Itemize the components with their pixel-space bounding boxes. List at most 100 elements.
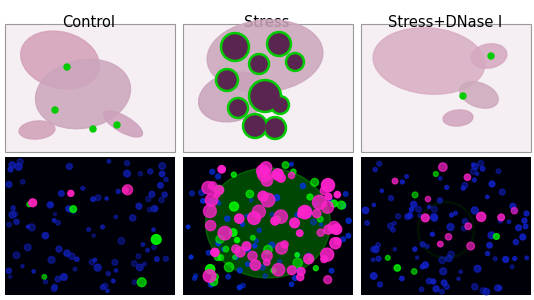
- Circle shape: [260, 162, 272, 174]
- Circle shape: [428, 206, 430, 208]
- Circle shape: [331, 224, 342, 234]
- Circle shape: [346, 218, 351, 224]
- Circle shape: [53, 212, 57, 216]
- Circle shape: [233, 255, 237, 260]
- Circle shape: [7, 222, 11, 227]
- Circle shape: [92, 234, 95, 237]
- Circle shape: [393, 248, 396, 251]
- Circle shape: [203, 205, 216, 218]
- Circle shape: [56, 246, 62, 252]
- Circle shape: [325, 193, 332, 200]
- Circle shape: [341, 237, 345, 242]
- Circle shape: [264, 245, 272, 254]
- Circle shape: [225, 216, 230, 221]
- Circle shape: [321, 201, 334, 213]
- Circle shape: [299, 206, 311, 219]
- Circle shape: [214, 254, 221, 260]
- Ellipse shape: [443, 110, 473, 126]
- Circle shape: [459, 270, 462, 273]
- Circle shape: [295, 212, 300, 217]
- Circle shape: [206, 220, 216, 231]
- Circle shape: [524, 211, 529, 216]
- Circle shape: [472, 164, 478, 169]
- Circle shape: [476, 172, 479, 176]
- Ellipse shape: [21, 31, 99, 89]
- Circle shape: [124, 170, 130, 177]
- Circle shape: [462, 219, 468, 224]
- Circle shape: [380, 189, 383, 192]
- Circle shape: [241, 284, 245, 288]
- Circle shape: [51, 286, 57, 292]
- Circle shape: [493, 257, 497, 261]
- Circle shape: [232, 245, 240, 253]
- Circle shape: [221, 32, 249, 62]
- Circle shape: [507, 220, 511, 224]
- Circle shape: [131, 261, 137, 266]
- Circle shape: [295, 253, 299, 257]
- Circle shape: [431, 206, 437, 212]
- Circle shape: [223, 35, 247, 59]
- Circle shape: [13, 252, 20, 259]
- Circle shape: [218, 226, 232, 240]
- Bar: [361, 157, 531, 295]
- Circle shape: [408, 213, 413, 218]
- Circle shape: [216, 68, 239, 92]
- Circle shape: [478, 160, 484, 166]
- Circle shape: [89, 259, 95, 265]
- Circle shape: [250, 260, 261, 270]
- Circle shape: [103, 283, 108, 289]
- Circle shape: [272, 263, 285, 276]
- Circle shape: [245, 116, 265, 136]
- Circle shape: [465, 223, 472, 230]
- Circle shape: [311, 219, 316, 225]
- Circle shape: [502, 256, 508, 262]
- Circle shape: [107, 160, 111, 163]
- Circle shape: [159, 171, 165, 177]
- Circle shape: [137, 264, 143, 271]
- Circle shape: [372, 258, 375, 262]
- Circle shape: [147, 208, 152, 212]
- Circle shape: [48, 202, 52, 207]
- Circle shape: [106, 272, 111, 276]
- Circle shape: [418, 214, 421, 217]
- Circle shape: [48, 256, 55, 263]
- Circle shape: [392, 178, 398, 184]
- Circle shape: [289, 282, 294, 286]
- Circle shape: [209, 182, 217, 190]
- Circle shape: [321, 179, 334, 192]
- Circle shape: [415, 256, 419, 259]
- Circle shape: [201, 199, 205, 203]
- Circle shape: [136, 254, 141, 259]
- Circle shape: [288, 172, 295, 178]
- Circle shape: [320, 187, 328, 195]
- Circle shape: [342, 205, 345, 208]
- Circle shape: [28, 224, 35, 231]
- Circle shape: [52, 284, 58, 290]
- Circle shape: [224, 262, 234, 272]
- Circle shape: [520, 234, 526, 240]
- Circle shape: [253, 205, 265, 218]
- Circle shape: [203, 270, 216, 282]
- Circle shape: [281, 241, 288, 248]
- Circle shape: [321, 248, 334, 261]
- Circle shape: [261, 175, 272, 186]
- Circle shape: [488, 53, 494, 59]
- Circle shape: [457, 277, 460, 280]
- Circle shape: [411, 269, 417, 274]
- Circle shape: [159, 163, 166, 169]
- Circle shape: [499, 189, 505, 195]
- Circle shape: [235, 247, 245, 257]
- Circle shape: [114, 269, 117, 272]
- Circle shape: [430, 232, 434, 236]
- Circle shape: [234, 255, 238, 260]
- Circle shape: [95, 195, 101, 200]
- Circle shape: [271, 217, 279, 225]
- Circle shape: [163, 256, 168, 261]
- Circle shape: [433, 286, 439, 292]
- Circle shape: [6, 268, 11, 273]
- Circle shape: [55, 276, 61, 282]
- Circle shape: [371, 246, 376, 252]
- Circle shape: [472, 284, 478, 290]
- Circle shape: [64, 250, 70, 256]
- Circle shape: [116, 190, 120, 194]
